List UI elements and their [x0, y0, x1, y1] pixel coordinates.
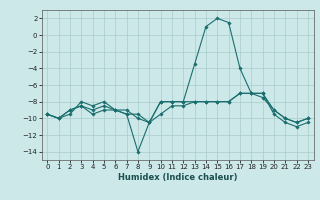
- X-axis label: Humidex (Indice chaleur): Humidex (Indice chaleur): [118, 173, 237, 182]
